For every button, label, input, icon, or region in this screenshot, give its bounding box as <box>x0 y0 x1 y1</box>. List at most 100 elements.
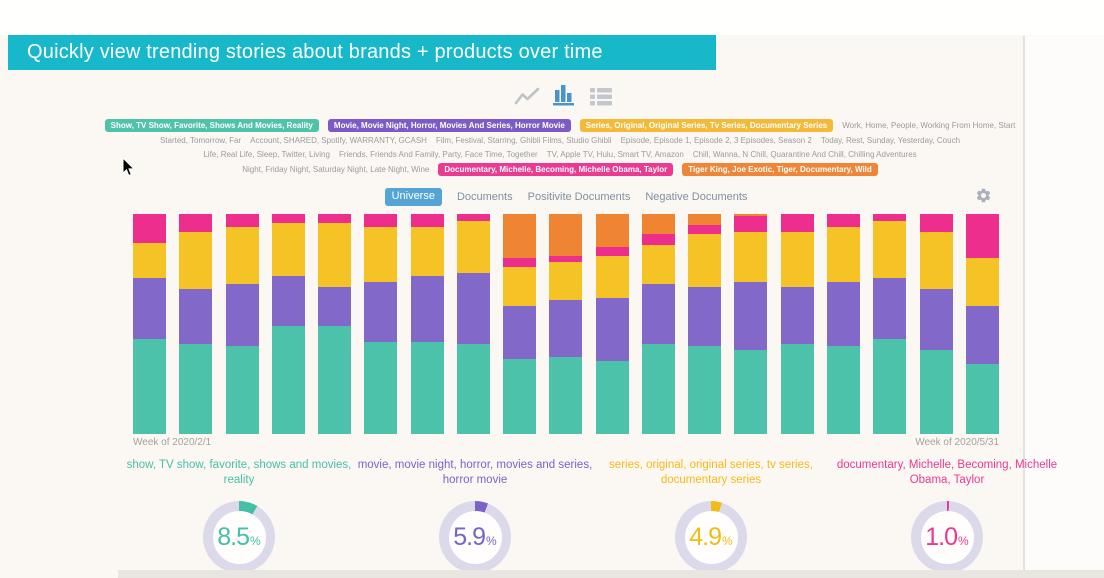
banner-text: Quickly view trending stories about bran… <box>27 41 603 63</box>
stacked-bar-week-10[interactable] <box>549 214 583 434</box>
bar-segment <box>549 214 583 256</box>
bar-segment <box>965 363 999 434</box>
bar-segment <box>225 284 259 346</box>
stacked-bar-week-4[interactable] <box>271 214 305 434</box>
summary-donuts: show, TV show, favorite, shows and movie… <box>121 458 1057 573</box>
stacked-bar-week-3[interactable] <box>225 214 259 434</box>
bar-segment <box>503 359 537 434</box>
bar-segment <box>410 227 444 276</box>
bar-segment <box>318 286 352 327</box>
bar-segment <box>133 214 166 243</box>
filter-row-2: Started, Tomorrow, Far Account, SHARED, S… <box>100 135 1020 146</box>
tab-documents[interactable]: Documents <box>456 190 513 203</box>
keyword-cluster-text[interactable]: Work, Home, People, Working From Home, S… <box>842 121 1016 130</box>
stacked-bar-week-6[interactable] <box>364 214 398 434</box>
keyword-cluster-pill[interactable]: Tiger King, Joe Exotic, Tiger, Documenta… <box>682 163 878 176</box>
summary-unit: % <box>722 534 733 548</box>
bar-segment <box>549 299 583 357</box>
bar-segment <box>503 306 537 360</box>
stacked-bar-week-5[interactable] <box>318 214 352 434</box>
keyword-cluster-pill[interactable]: Documentary, Michelle, Becoming, Michell… <box>438 163 674 176</box>
bar-segment <box>780 231 814 287</box>
view-switcher <box>498 80 628 106</box>
bar-segment <box>919 214 953 232</box>
bar-segment <box>734 350 768 434</box>
stacked-bar-week-12[interactable] <box>641 214 675 434</box>
summary-donut-gauge: 1.0% <box>911 501 983 573</box>
keyword-cluster-pill[interactable]: Show, TV Show, Favorite, Shows And Movie… <box>104 119 319 132</box>
line-chart-icon[interactable] <box>514 87 540 106</box>
stacked-bar-week-8[interactable] <box>456 214 490 434</box>
tab-positivite-documents[interactable]: Positivite Documents <box>527 190 631 203</box>
keyword-cluster-text[interactable]: Chill, Wanna, N Chill, Quarantine And Ch… <box>692 150 917 159</box>
summary-value: 8.5 <box>217 522 250 551</box>
keyword-cluster-text[interactable]: Started, Tomorrow, Far <box>159 136 242 145</box>
keyword-cluster-text[interactable]: Account, SHARED, Spotify, WARRANTY, GCAS… <box>250 136 427 145</box>
bar-segment <box>133 277 166 340</box>
filter-row-3: Life, Real Life, Sleep, Twitter, Living F… <box>100 149 1020 160</box>
keyword-cluster-text[interactable]: Night, Friday Night, Saturday Night, Lat… <box>242 165 430 174</box>
filter-row-1: Show, TV Show, Favorite, Shows And Movie… <box>100 119 1020 132</box>
summary-label: series, original, original series, tv se… <box>609 459 813 486</box>
bar-segment <box>780 214 814 232</box>
stacked-bar-week-2[interactable] <box>179 214 213 434</box>
summary-donut-gauge: 8.5% <box>203 501 275 573</box>
bar-segment <box>503 214 537 259</box>
summary-value: 4.9 <box>689 522 722 551</box>
settings-gear-icon[interactable] <box>975 187 993 205</box>
keyword-cluster-text[interactable]: Episode, Episode 1, Episode 2, 3 Episode… <box>620 136 812 145</box>
keyword-filters: Show, TV Show, Favorite, Shows And Movie… <box>100 119 1020 179</box>
bar-segment <box>595 255 629 298</box>
bar-segment <box>734 214 768 217</box>
keyword-cluster-text[interactable]: Life, Real Life, Sleep, Twitter, Living <box>203 150 330 159</box>
bar-segment <box>271 275 305 327</box>
stacked-bar-week-11[interactable] <box>595 214 629 434</box>
bar-segment <box>225 227 259 285</box>
summary-unit: % <box>486 534 497 548</box>
stacked-bar-week-18[interactable] <box>919 214 953 434</box>
table-icon[interactable] <box>590 87 612 106</box>
keyword-cluster-pill[interactable]: Movie, Movie Night, Horror, Movies And S… <box>327 119 571 132</box>
stacked-bar-week-15[interactable] <box>780 214 814 434</box>
stacked-bar-week-9[interactable] <box>503 214 537 434</box>
bar-segment <box>688 286 722 346</box>
keyword-cluster-pill[interactable]: Series, Original, Original Series, Tv Se… <box>579 119 834 132</box>
keyword-cluster-text[interactable]: Today, Rest, Sunday, Yesterday, Couch <box>820 136 961 145</box>
stacked-bar-week-19[interactable] <box>965 214 999 434</box>
keyword-cluster-text[interactable]: TV, Apple TV, Hulu, Smart TV, Amazon <box>546 150 684 159</box>
bar-chart-icon[interactable] <box>553 84 577 106</box>
stacked-bar-week-1[interactable] <box>133 214 166 434</box>
bar-segment <box>503 266 537 307</box>
bar-segment <box>456 273 490 344</box>
bar-segment <box>318 326 352 434</box>
bar-segment <box>965 258 999 307</box>
stacked-bar-week-17[interactable] <box>873 214 907 434</box>
bar-segment <box>595 297 629 362</box>
bar-segment <box>271 222 305 276</box>
bar-segment <box>456 220 490 274</box>
bar-segment <box>965 306 999 364</box>
tab-negative-documents[interactable]: Negative Documents <box>645 190 748 203</box>
keyword-cluster-text[interactable]: Friends, Friends And Family, Party, Face… <box>338 150 538 159</box>
bar-segment <box>734 231 768 283</box>
stacked-bar-chart <box>133 214 999 434</box>
banner: Quickly view trending stories about bran… <box>8 35 716 70</box>
stacked-bar-week-7[interactable] <box>410 214 444 434</box>
stacked-bar-week-16[interactable] <box>826 214 860 434</box>
keyword-cluster-text[interactable]: Film, Festival, Starring, Ghibli Films, … <box>435 136 612 145</box>
donut-center: 8.5% <box>212 510 266 564</box>
summary-label: documentary, Michelle, Becoming, Michell… <box>836 459 1058 486</box>
bar-segment <box>179 343 213 434</box>
tab-universe[interactable]: Universe <box>384 188 442 206</box>
bar-segment <box>271 214 305 223</box>
stacked-bar-week-14[interactable] <box>734 214 768 434</box>
bar-segment <box>641 284 675 344</box>
right-margin <box>1025 36 1104 570</box>
mouse-cursor <box>122 156 135 182</box>
bar-segment <box>965 214 999 259</box>
bar-segment <box>456 214 490 221</box>
summary-unit: % <box>250 534 261 548</box>
summary-label: movie, movie night, horror, movies and s… <box>357 459 593 486</box>
stacked-bar-week-13[interactable] <box>688 214 722 434</box>
